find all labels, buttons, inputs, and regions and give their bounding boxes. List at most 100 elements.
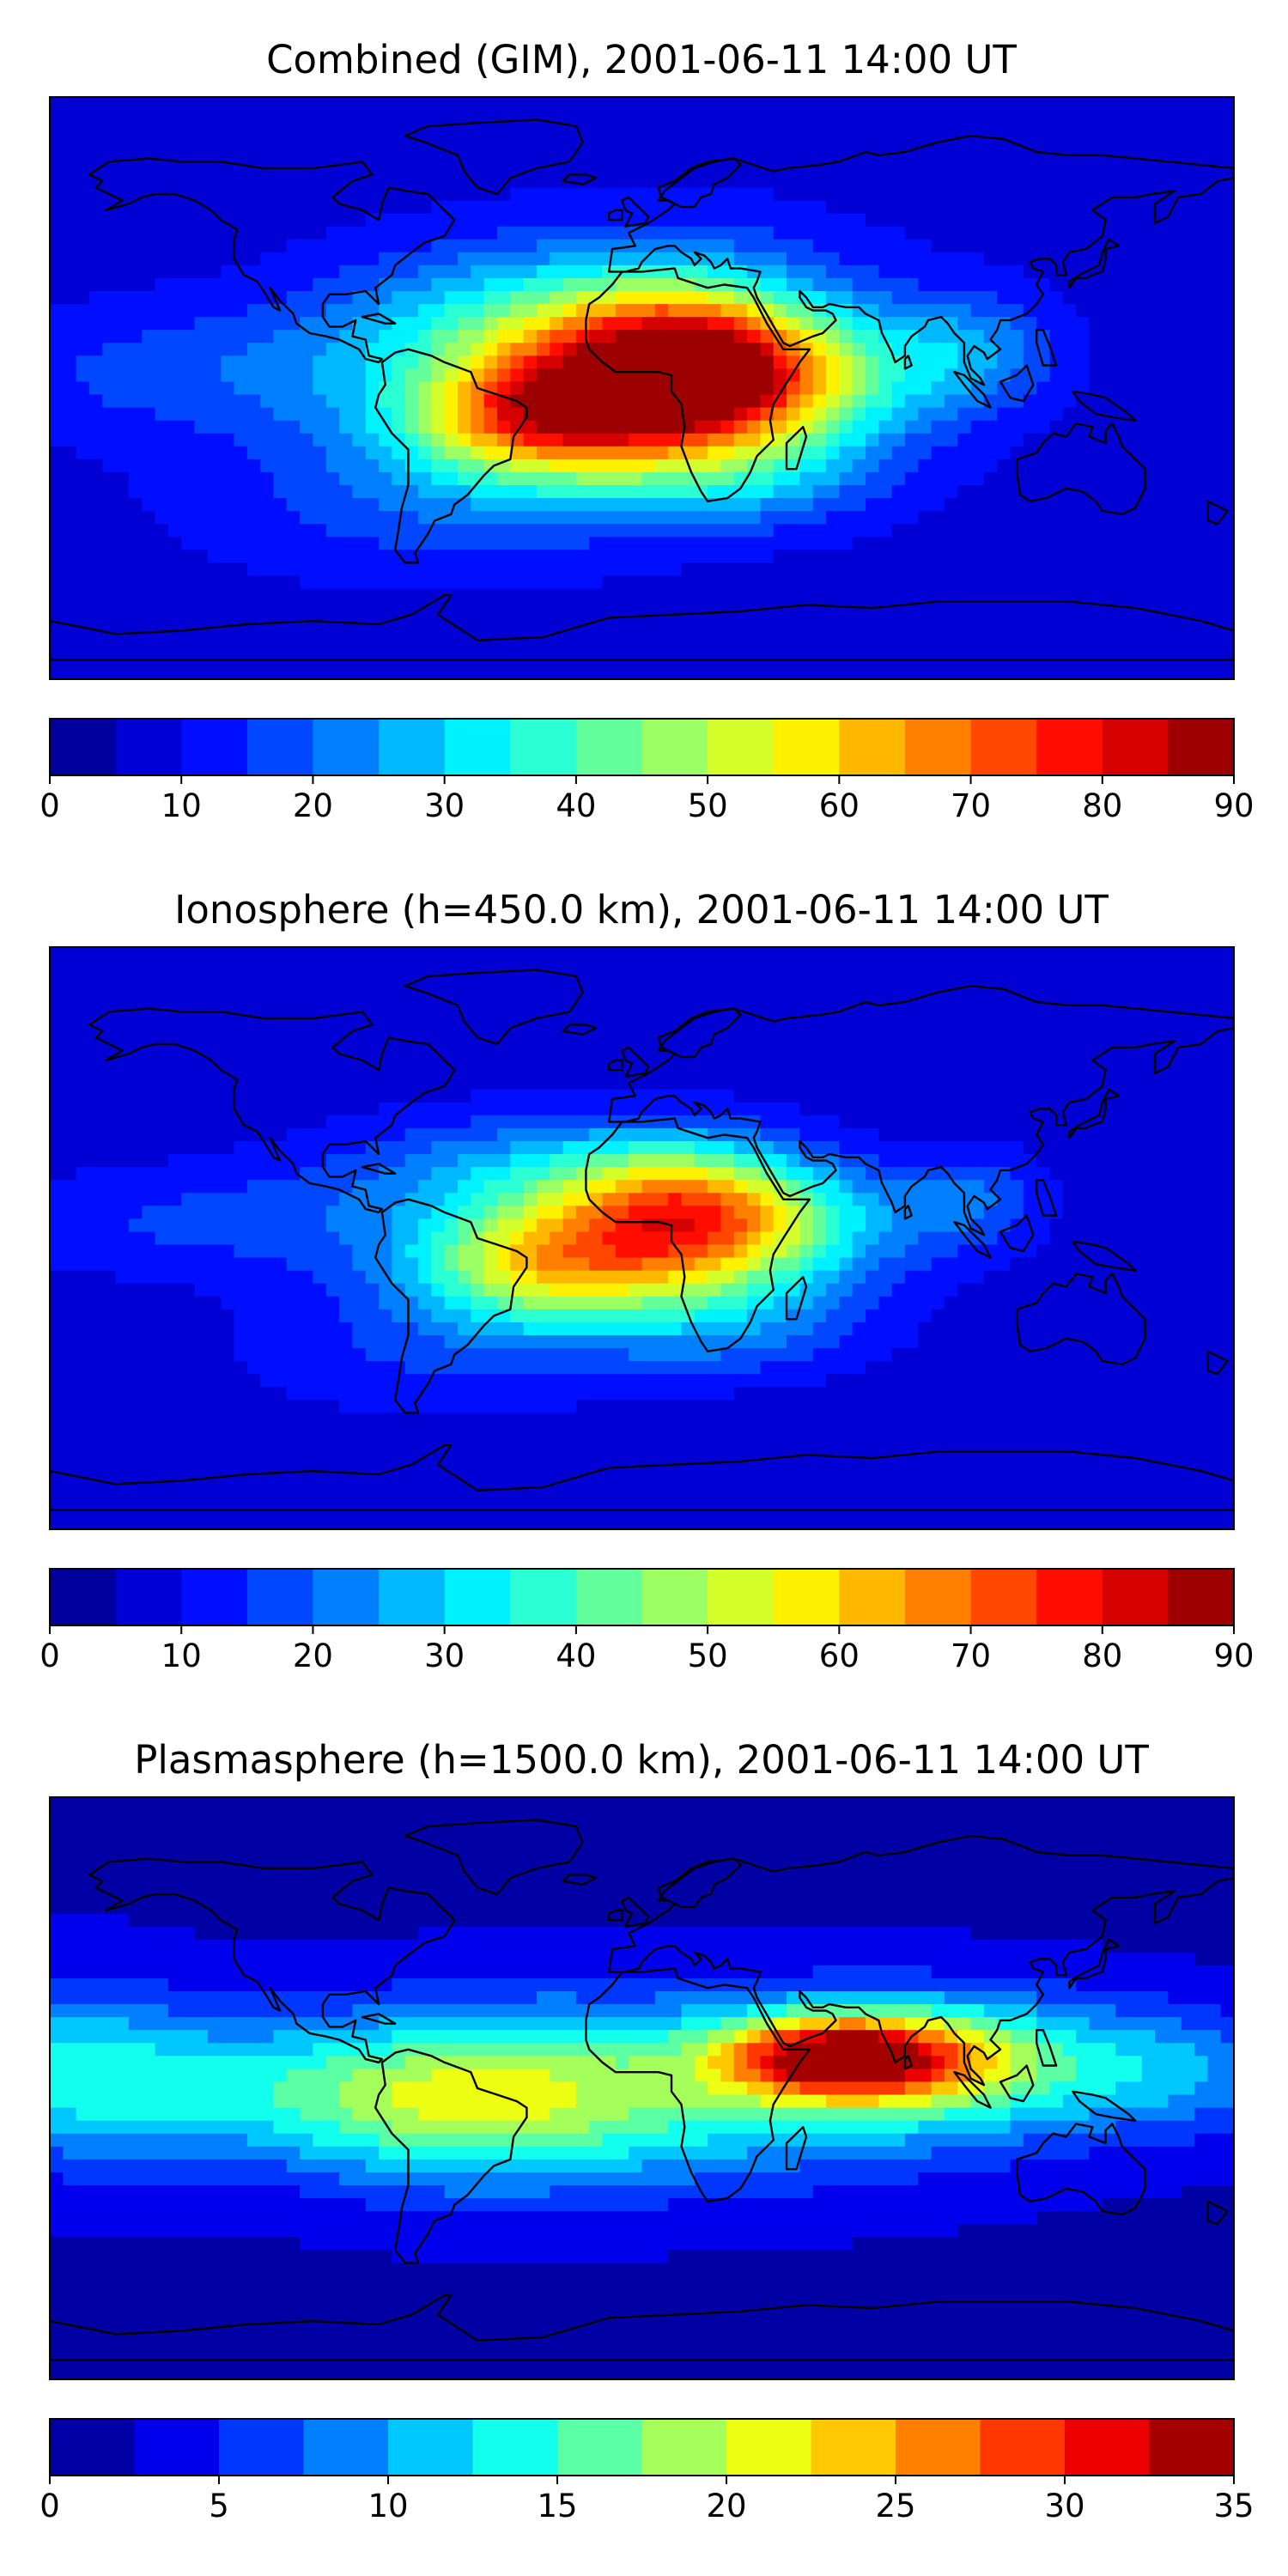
- contour-cell: [918, 2043, 933, 2057]
- contour-cell: [418, 407, 432, 422]
- contour-cell: [510, 355, 525, 369]
- contour-cell: [787, 420, 800, 434]
- contour-cell: [496, 317, 525, 331]
- contour-cell: [1049, 2081, 1116, 2096]
- contour-cell: [787, 1244, 800, 1259]
- contour-cell: [50, 1154, 169, 1168]
- contour-cell: [589, 1257, 643, 1272]
- coastline-new-zealand: [1206, 2200, 1229, 2226]
- contour-cell: [273, 2120, 340, 2135]
- contour-cell: [483, 1180, 525, 1194]
- contour-cell: [313, 355, 367, 369]
- coastline-iceland: [562, 1874, 598, 1886]
- contour-cell: [575, 1231, 604, 1246]
- contour-cell: [510, 1167, 550, 1181]
- contour-cell: [496, 343, 511, 356]
- contour-cell: [1010, 2043, 1037, 2057]
- contour-cell: [733, 1089, 1234, 1103]
- contour-cell: [812, 1348, 893, 1362]
- contour-cell: [431, 1309, 471, 1323]
- contour-cell: [773, 407, 787, 422]
- colorbar-frame: [49, 2418, 1235, 2476]
- colorbar-segment: [1168, 719, 1235, 775]
- contour-cell: [865, 1361, 1234, 1375]
- contour-cell: [50, 627, 1234, 641]
- contour-cell: [50, 2301, 1234, 2316]
- contour-cell: [747, 1231, 761, 1246]
- contour-cell: [379, 252, 459, 266]
- contour-cell: [826, 1244, 854, 1259]
- contour-cell: [418, 433, 432, 447]
- contour-cell: [496, 1257, 511, 1272]
- contour-cell: [931, 381, 972, 396]
- coastline-great-britain: [621, 1046, 650, 1078]
- contour-cell: [1023, 264, 1234, 279]
- contour-cell: [747, 2056, 761, 2069]
- contour-cell: [523, 317, 550, 331]
- colorbar-segment: [50, 2419, 135, 2476]
- colorbar-segment: [379, 1569, 446, 1625]
- colorbar-segment: [1036, 1569, 1103, 1625]
- contour-cell: [418, 330, 432, 343]
- contour-cell: [50, 1089, 471, 1103]
- coastline-new-zealand: [1206, 500, 1229, 526]
- contour-cell: [325, 1206, 392, 1219]
- contour-cell: [1194, 2107, 1234, 2122]
- contour-cell: [50, 524, 169, 538]
- contour-cell: [852, 394, 866, 409]
- contour-cell: [246, 562, 683, 577]
- colorbar-segment: [904, 1569, 972, 1625]
- contour-cell: [891, 291, 998, 305]
- contour-cell: [839, 368, 854, 383]
- contour-cell: [286, 2069, 354, 2083]
- contour-cell: [50, 485, 130, 499]
- contour-cell: [720, 1218, 748, 1233]
- contour-cell: [50, 317, 196, 331]
- contour-cell: [50, 2081, 275, 2096]
- contour-cell: [392, 2030, 669, 2044]
- coastline-south-america: [374, 2048, 528, 2264]
- contour-cell: [983, 2081, 1012, 2096]
- contour-cell: [260, 1374, 827, 1388]
- contour-cell: [365, 381, 380, 396]
- contour-cell: [76, 368, 222, 383]
- contour-cell: [50, 1400, 340, 1413]
- colorbar-segment: [303, 2419, 389, 2476]
- contour-cell: [483, 1257, 498, 1272]
- contour-cell: [431, 471, 459, 486]
- contour-cell: [392, 471, 432, 486]
- coastline-scandinavia: [657, 1857, 742, 1909]
- colorbar-tick-label: 90: [1213, 787, 1254, 824]
- contour-cell: [510, 446, 538, 460]
- contour-cell: [483, 1270, 511, 1285]
- contour-cell: [550, 1167, 577, 1181]
- coastline-ireland: [608, 1059, 623, 1072]
- contour-cell: [260, 459, 327, 473]
- contour-cell: [457, 1270, 471, 1285]
- contour-cell: [681, 2017, 722, 2031]
- contour-cell: [471, 355, 485, 369]
- contour-cell: [760, 1218, 775, 1233]
- contour-cell: [471, 420, 485, 434]
- contour-cell: [273, 485, 354, 499]
- contour-cell: [128, 1218, 327, 1233]
- contour-cell: [339, 2081, 392, 2096]
- contour-cell: [812, 485, 840, 499]
- contour-cell: [629, 2107, 945, 2122]
- colorbar-tick-label: 20: [293, 1637, 333, 1674]
- contour-cell: [865, 433, 879, 447]
- contour-cell: [799, 1244, 814, 1259]
- contour-cell: [444, 1218, 459, 1233]
- contour-cell: [50, 2043, 156, 2057]
- contour-cell: [181, 537, 380, 550]
- contour-cell: [562, 343, 577, 356]
- contour-cell: [392, 1231, 419, 1246]
- contour-cell: [747, 2043, 775, 2057]
- contour-cell: [550, 330, 577, 343]
- contour-cell: [300, 2237, 854, 2251]
- contour-cell: [615, 277, 696, 292]
- coastline-japan: [1068, 238, 1121, 289]
- contour-cell: [1062, 407, 1234, 422]
- contour-cell: [379, 277, 432, 292]
- contour-cell: [50, 1849, 1234, 1862]
